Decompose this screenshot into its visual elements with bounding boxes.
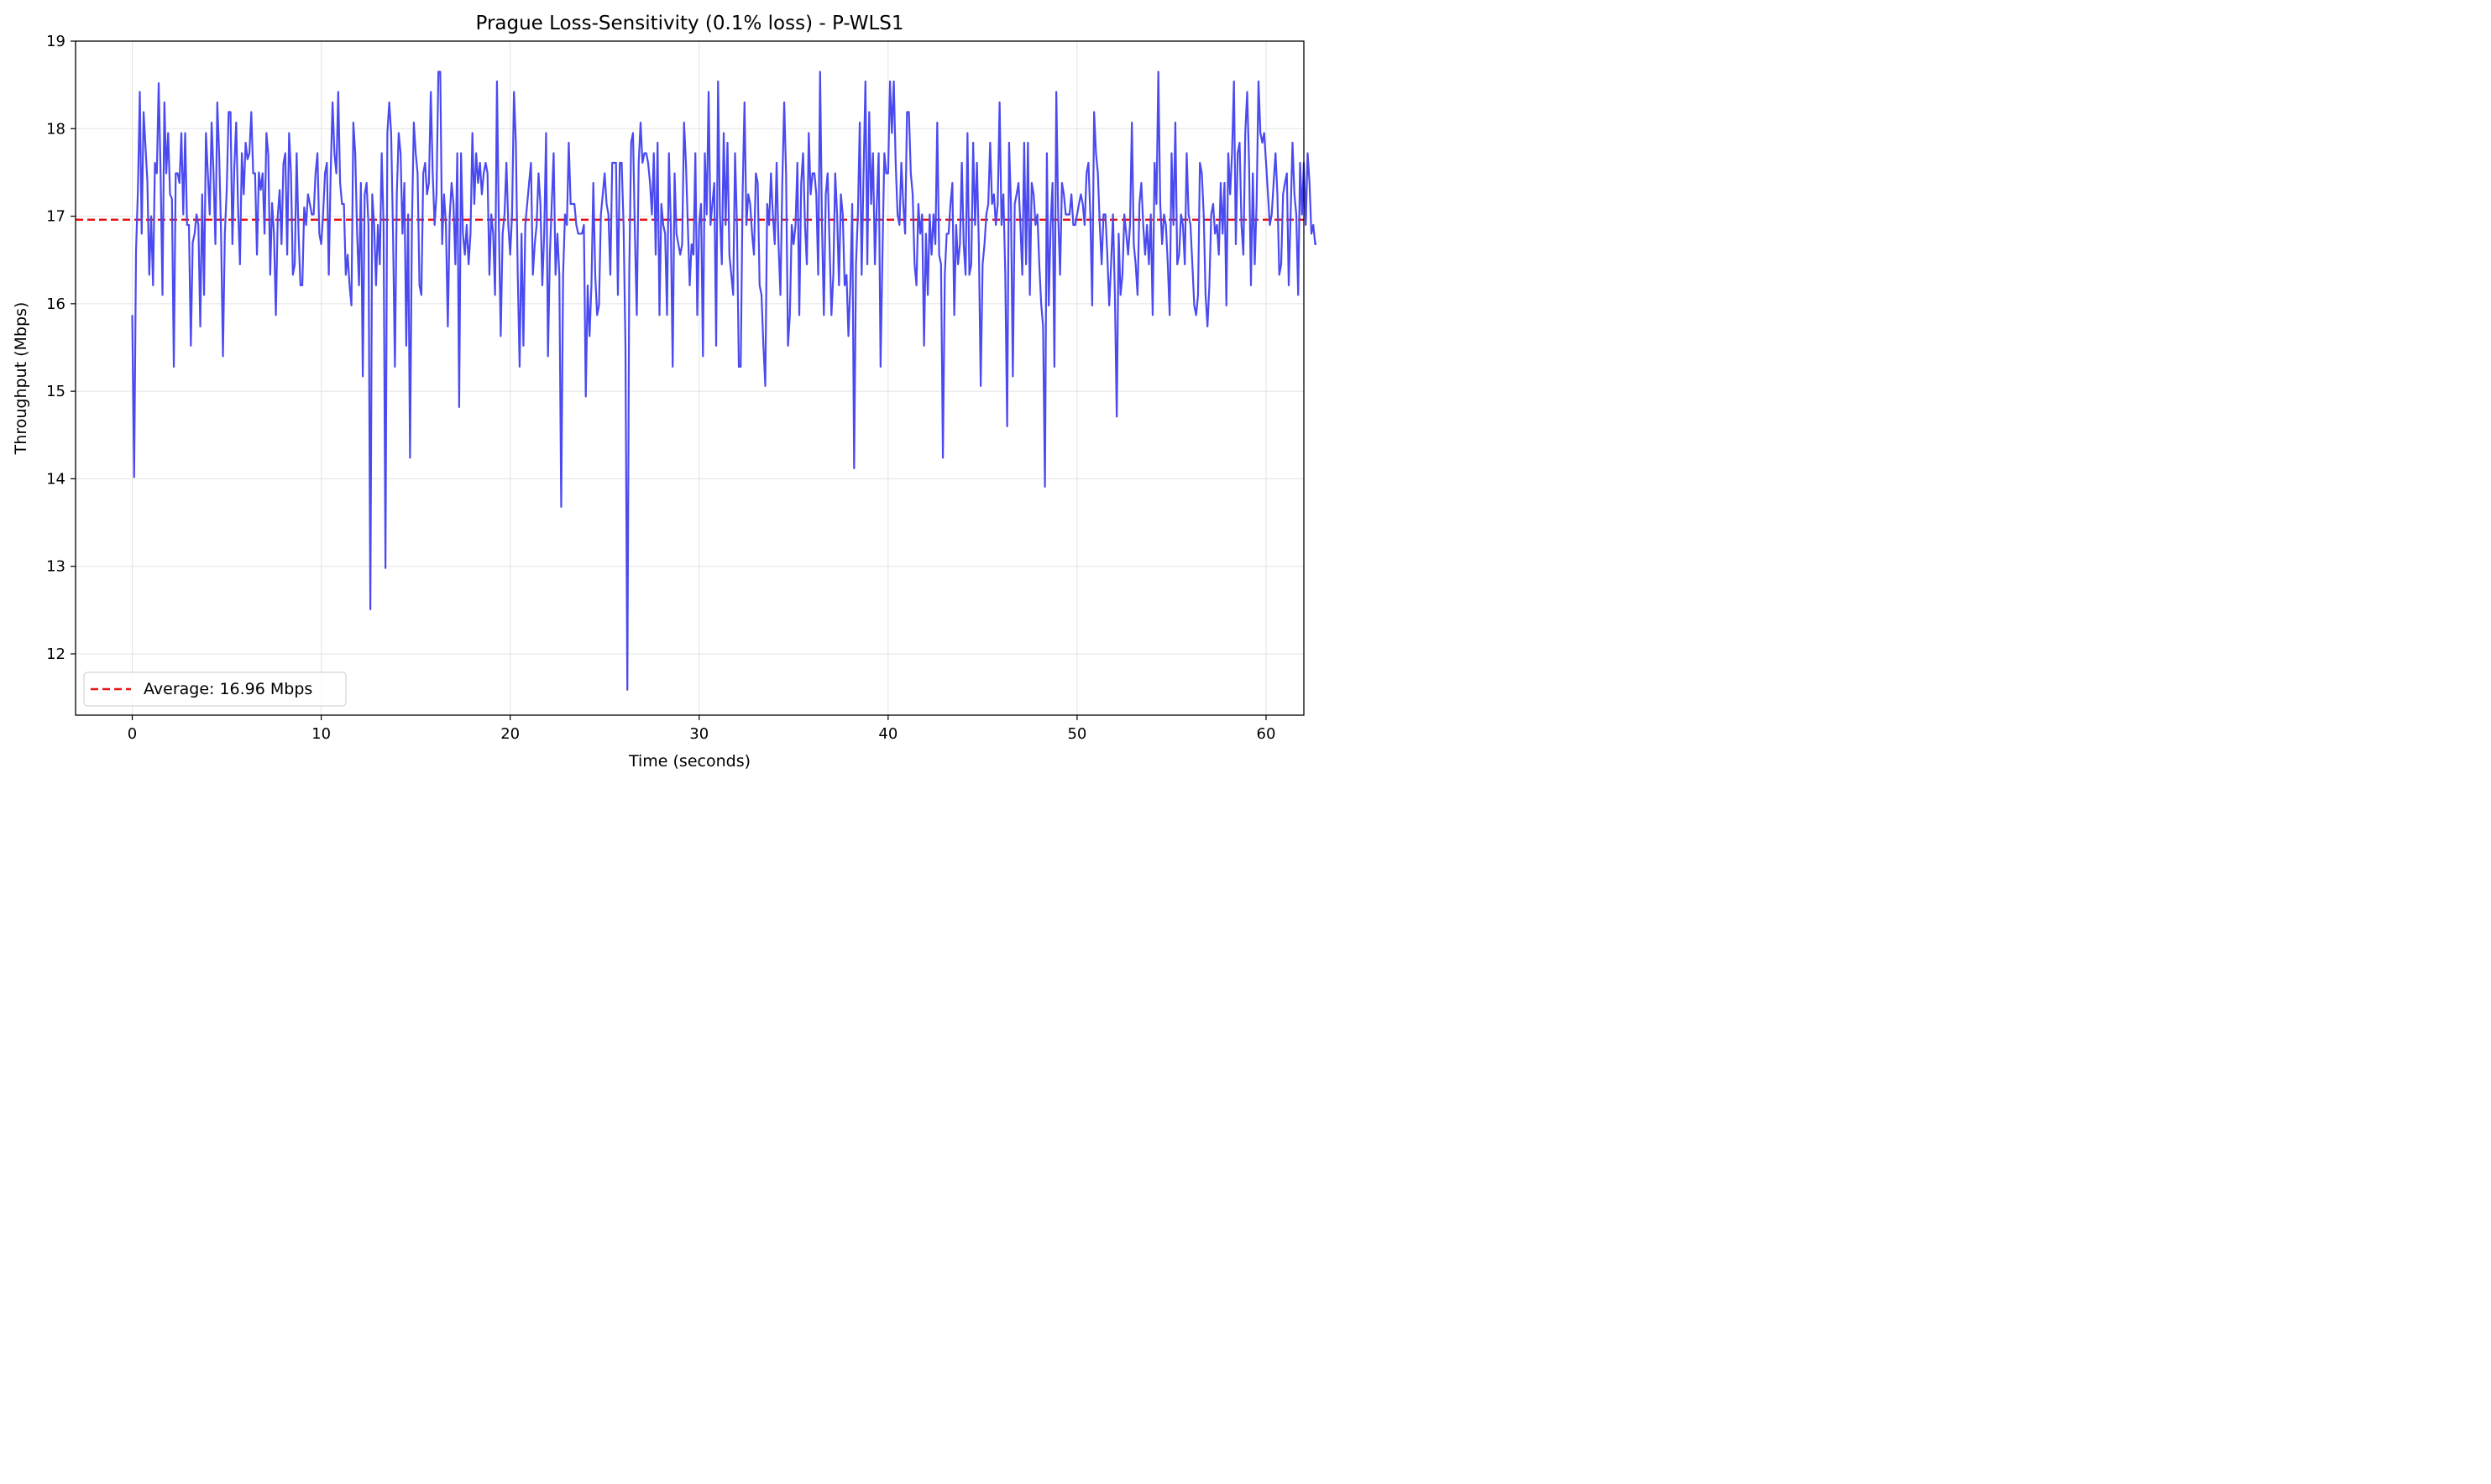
y-tick-label: 19 [46, 33, 65, 50]
y-tick-label: 13 [46, 558, 65, 576]
y-tick-label: 18 [46, 120, 65, 138]
y-tick-label: 17 [46, 208, 65, 226]
legend-box [83, 671, 347, 707]
series-group [131, 71, 1316, 691]
throughput-chart: 0 10 20 30 40 50 60 12 13 14 15 16 17 18 19 Prague Los… [0, 0, 1316, 784]
throughput-series-line [131, 71, 1316, 691]
plot-frame [75, 40, 1305, 716]
y-tick-label: 16 [46, 295, 65, 313]
x-tick-label: 50 [1067, 725, 1086, 743]
y-tick-label: 15 [46, 383, 65, 400]
x-tick-label: 10 [311, 725, 331, 743]
chart-title: Prague Loss-Sensitivity (0.1% loss) - P-… [475, 13, 903, 34]
legend-average-label: Average: 16.96 Mbps [144, 680, 312, 698]
x-tick-label: 0 [128, 725, 137, 743]
y-tick-label: 14 [46, 470, 65, 488]
x-tick-label: 20 [500, 725, 520, 743]
x-tick-label: 40 [878, 725, 897, 743]
legend: Average: 16.96 Mbps [83, 671, 347, 707]
y-axis-title: Throughput (Mbps) [12, 302, 30, 456]
axis-ticks: 0 10 20 30 40 50 60 12 13 14 15 16 17 18 19 [46, 33, 1275, 743]
x-axis-title: Time (seconds) [628, 752, 751, 771]
x-tick-label: 60 [1257, 725, 1276, 743]
x-tick-label: 30 [689, 725, 709, 743]
chart-background [0, 0, 1316, 784]
y-tick-label: 12 [46, 645, 65, 663]
